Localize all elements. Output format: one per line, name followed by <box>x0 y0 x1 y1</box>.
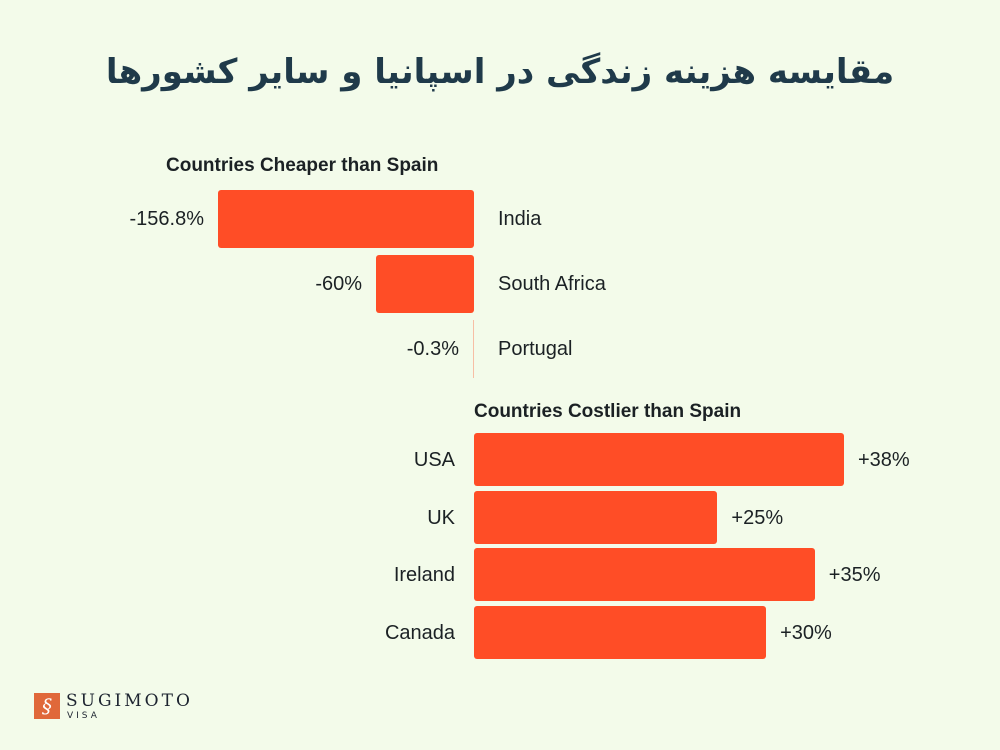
value-label: -0.3% <box>406 338 459 360</box>
value-label: +35% <box>828 563 881 586</box>
cheaper-chart-title: Countries Cheaper than Spain <box>166 155 439 176</box>
category-label: Ireland <box>393 563 455 586</box>
bar-south-africa <box>376 255 474 313</box>
bar-usa <box>474 433 844 486</box>
bar-canada <box>474 606 767 659</box>
value-label: -60% <box>315 273 363 295</box>
logo-mark-icon: § <box>34 693 60 719</box>
logo-name: SUGIMOTO <box>66 691 193 711</box>
bar-uk <box>474 491 718 544</box>
logo-sub: VISA <box>67 711 100 721</box>
value-label: +25% <box>731 506 784 529</box>
category-label: USA <box>413 448 455 471</box>
costlier-chart-title: Countries Costlier than Spain <box>474 401 742 422</box>
category-label: Canada <box>384 621 455 644</box>
category-label: South Africa <box>498 273 606 295</box>
category-label: UK <box>427 506 455 529</box>
bar-portugal <box>473 320 474 378</box>
page-title: مقایسه هزینه زندگی در اسپانیا و سایر کشو… <box>105 52 895 92</box>
value-label: -156.8% <box>129 208 205 230</box>
value-label: +30% <box>780 621 832 644</box>
category-label: Portugal <box>498 338 573 360</box>
bar-ireland <box>474 548 815 601</box>
value-label: +38% <box>858 448 910 471</box>
category-label: India <box>498 208 542 230</box>
bar-india <box>218 190 474 248</box>
